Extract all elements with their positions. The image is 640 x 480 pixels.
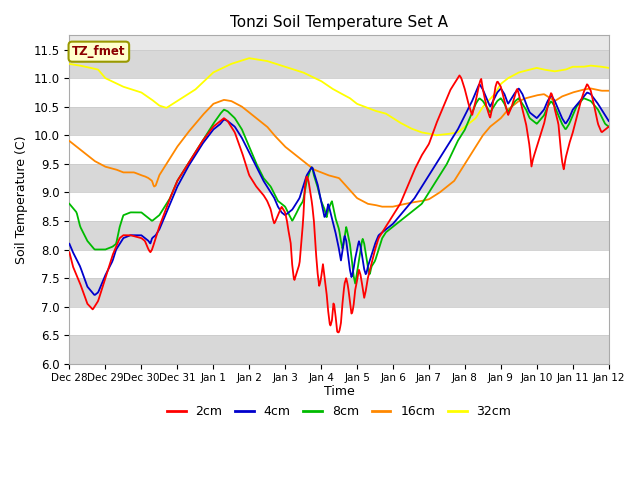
Bar (69, 192, 609, 221)
Line: 8cm: 8cm (69, 98, 609, 284)
4cm (421, 179, 429, 184)
2cm (214, 120, 222, 126)
8cm (351, 281, 359, 287)
8cm (214, 114, 222, 120)
Legend: 2cm, 4cm, 8cm, 16cm, 32cm: 2cm, 4cm, 8cm, 16cm, 32cm (162, 400, 516, 423)
Title: Tonzi Soil Temperature Set A: Tonzi Soil Temperature Set A (230, 15, 448, 30)
Bar (69, 49, 609, 78)
32cm (421, 130, 429, 136)
Bar (69, 278, 609, 307)
4cm (132, 232, 140, 238)
16cm (131, 170, 138, 176)
32cm (433, 132, 440, 138)
8cm (515, 96, 523, 101)
4cm (605, 118, 612, 124)
8cm (186, 159, 193, 165)
2cm (76, 278, 83, 284)
16cm (214, 99, 222, 105)
8cm (605, 124, 612, 130)
32cm (65, 61, 73, 67)
4cm (215, 122, 223, 128)
Line: 4cm: 4cm (69, 84, 609, 295)
Bar (69, 135, 609, 164)
32cm (76, 62, 83, 68)
2cm (334, 329, 342, 335)
16cm (379, 204, 387, 210)
2cm (65, 250, 73, 255)
16cm (587, 85, 595, 91)
Text: TZ_fmet: TZ_fmet (72, 45, 125, 58)
4cm (476, 82, 484, 87)
8cm (405, 211, 413, 216)
8cm (131, 209, 138, 215)
8cm (421, 196, 429, 202)
Line: 2cm: 2cm (69, 75, 609, 332)
32cm (605, 65, 612, 71)
8cm (76, 220, 83, 226)
32cm (246, 55, 253, 61)
2cm (131, 233, 138, 239)
32cm (214, 67, 222, 73)
16cm (605, 88, 612, 94)
2cm (421, 147, 429, 153)
16cm (65, 138, 73, 144)
Bar (69, 164, 609, 192)
Bar (69, 78, 609, 107)
16cm (421, 197, 429, 203)
Bar (69, 250, 609, 278)
2cm (186, 159, 193, 165)
Bar (69, 335, 609, 364)
8cm (65, 201, 73, 207)
Line: 32cm: 32cm (69, 58, 609, 135)
4cm (405, 202, 413, 207)
32cm (131, 87, 138, 93)
16cm (405, 200, 413, 206)
Line: 16cm: 16cm (69, 88, 609, 207)
Y-axis label: Soil Temperature (C): Soil Temperature (C) (15, 135, 28, 264)
4cm (76, 262, 83, 267)
X-axis label: Time: Time (324, 385, 355, 398)
32cm (186, 90, 193, 96)
4cm (91, 292, 99, 298)
16cm (186, 128, 193, 133)
16cm (76, 146, 83, 152)
Bar (69, 107, 609, 135)
2cm (405, 180, 413, 185)
Bar (69, 221, 609, 250)
4cm (65, 241, 73, 247)
4cm (186, 160, 194, 166)
2cm (456, 72, 463, 78)
2cm (605, 124, 612, 130)
32cm (405, 125, 413, 131)
Bar (69, 307, 609, 335)
